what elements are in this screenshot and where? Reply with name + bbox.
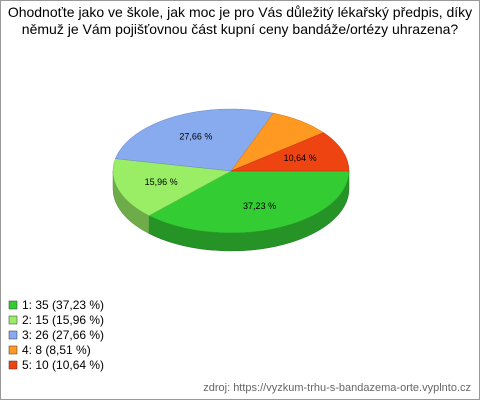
chart-title: Ohodnoťte jako ve škole, jak moc je pro …	[7, 4, 473, 37]
legend-swatch	[8, 315, 18, 325]
slice	[148, 170, 350, 234]
legend-swatch	[8, 360, 18, 370]
data-label: 27,66 %	[179, 132, 212, 142]
legend-label: 1: 35 (37,23 %)	[22, 298, 104, 312]
slice	[230, 132, 350, 172]
legend-swatch	[8, 300, 18, 310]
legend-label: 2: 15 (15,96 %)	[22, 313, 104, 327]
legend: 1: 35 (37,23 %)2: 15 (15,96 %)3: 26 (27,…	[8, 298, 104, 372]
legend-swatch	[8, 345, 18, 355]
slice	[112, 158, 232, 216]
data-label: 15,96 %	[145, 177, 178, 187]
source: zdroj: https://vyzkum-trhu-s-bandazema-o…	[203, 382, 471, 394]
legend-label: 4: 8 (8,51 %)	[22, 343, 91, 357]
legend-label: 5: 10 (10,64 %)	[22, 358, 104, 372]
legend-swatch	[8, 330, 18, 340]
legend-label: 3: 26 (27,66 %)	[22, 328, 104, 342]
data-label: 37,23 %	[243, 201, 276, 211]
slice	[115, 108, 274, 172]
data-label: 10,64 %	[284, 153, 317, 163]
